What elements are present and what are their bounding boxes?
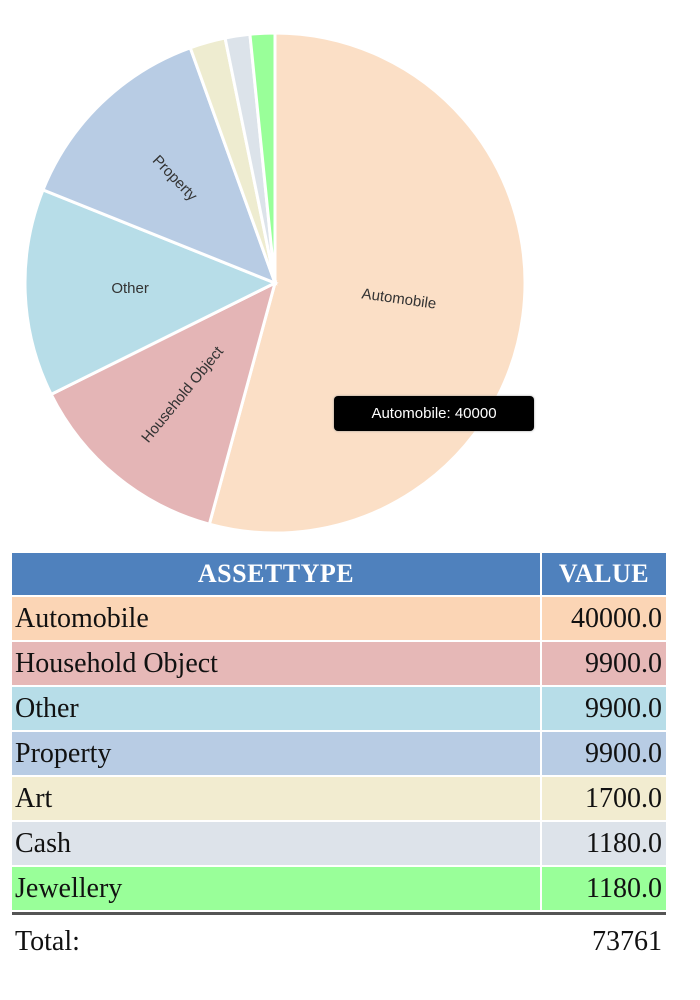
table-row: Automobile 40000.0 xyxy=(12,597,666,642)
chart-tooltip: Automobile: 40000 xyxy=(334,396,534,431)
table-row: Other 9900.0 xyxy=(12,687,666,732)
table-row: Cash 1180.0 xyxy=(12,822,666,867)
total-label: Total: xyxy=(12,912,542,967)
total-value: 73761 xyxy=(542,912,666,967)
table-row: Household Object 9900.0 xyxy=(12,642,666,687)
cell-value: 9900.0 xyxy=(542,642,666,687)
pie-slice-other[interactable] xyxy=(23,187,279,397)
pie-slices xyxy=(23,31,527,535)
cell-value: 40000.0 xyxy=(542,597,666,642)
cell-assettype: Other xyxy=(12,687,542,732)
header-value[interactable]: VALUE xyxy=(542,553,666,597)
pie-slice-jewellery[interactable] xyxy=(248,31,277,284)
table-total-row: Total: 73761 xyxy=(12,912,666,967)
cell-assettype: Household Object xyxy=(12,642,542,687)
cell-assettype: Property xyxy=(12,732,542,777)
table-body: Automobile 40000.0 Household Object 9900.0 O… xyxy=(12,597,666,912)
cell-assettype: Jewellery xyxy=(12,867,542,912)
cell-assettype: Cash xyxy=(12,822,542,867)
cell-assettype: Art xyxy=(12,777,542,822)
asset-table: ASSETTYPE VALUE Automobile 40000.0 Househo… xyxy=(12,553,666,967)
pie-slice-property[interactable] xyxy=(41,45,278,286)
cell-value: 9900.0 xyxy=(542,687,666,732)
slice-label-other: Other xyxy=(111,280,149,297)
pie-slice-household-object[interactable] xyxy=(49,280,278,527)
tooltip-text: Automobile: 40000 xyxy=(371,405,497,422)
table-row: Art 1700.0 xyxy=(12,777,666,822)
header-assettype[interactable]: ASSETTYPE xyxy=(12,553,542,597)
table-row: Property 9900.0 xyxy=(12,732,666,777)
table-header-row: ASSETTYPE VALUE xyxy=(12,553,666,597)
cell-value: 1180.0 xyxy=(542,867,666,912)
cell-value: 9900.0 xyxy=(542,732,666,777)
cell-value: 1180.0 xyxy=(542,822,666,867)
cell-value: 1700.0 xyxy=(542,777,666,822)
cell-assettype: Automobile xyxy=(12,597,542,642)
table-row: Jewellery 1180.0 xyxy=(12,867,666,912)
